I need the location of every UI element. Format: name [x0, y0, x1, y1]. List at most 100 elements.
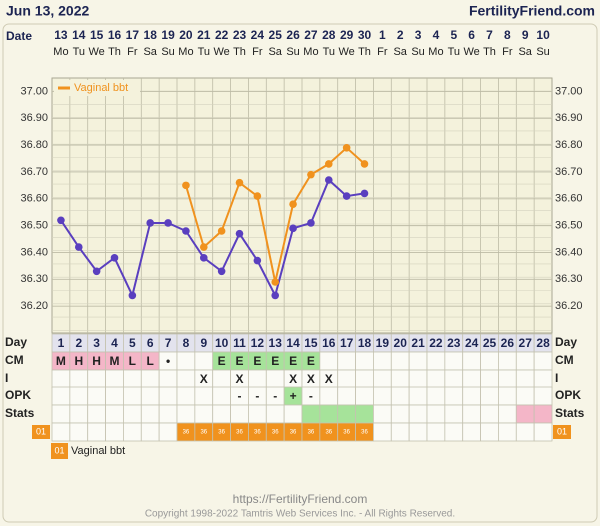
weekday-label: Mo	[53, 46, 68, 58]
cell-text: 36	[236, 430, 243, 436]
table-cell	[533, 369, 553, 389]
weekday-label: Su	[161, 46, 174, 58]
cell-text: 22	[429, 336, 443, 350]
table-cell	[408, 386, 428, 406]
data-point	[289, 224, 297, 233]
table-cell	[105, 369, 124, 389]
table-cell	[355, 369, 374, 389]
weekday-label: Sa	[268, 46, 282, 58]
date-label: 1	[379, 28, 386, 42]
table-cell	[480, 422, 499, 442]
frame	[2, 23, 598, 523]
table-cell	[140, 422, 160, 442]
key-badge	[51, 443, 68, 459]
table-cell	[51, 369, 71, 389]
table-cell	[158, 369, 178, 389]
table-cell	[426, 386, 446, 406]
data-point	[92, 267, 101, 276]
data-point	[182, 227, 190, 235]
y-tick-label: 37.00	[20, 85, 48, 97]
table-cell	[212, 404, 231, 424]
table-cell	[319, 351, 339, 371]
data-point	[146, 219, 155, 227]
weekday-label: Fr	[252, 46, 263, 58]
x-axis-label: Date	[6, 29, 32, 43]
table-cell	[498, 404, 517, 424]
y-tick-label: 36.80	[20, 139, 48, 151]
table-cell	[301, 404, 321, 424]
table-cell	[515, 422, 535, 442]
table-cell	[176, 386, 196, 406]
table-cell	[87, 386, 106, 406]
y2-tick-label: 36.30	[555, 273, 583, 285]
y2-tick-label: 36.70	[555, 166, 583, 178]
y2-tick-label: 36.80	[555, 139, 583, 151]
weekday-label: Mo	[303, 46, 318, 58]
table-cell	[444, 369, 464, 389]
cell-text: E	[307, 354, 315, 368]
table-cell	[462, 351, 481, 371]
cell-text: L	[147, 354, 154, 368]
table-cell	[69, 369, 89, 389]
row-badge	[32, 425, 50, 439]
table-cell	[480, 351, 499, 371]
row-label-right: Day	[555, 335, 577, 349]
table-cell	[319, 386, 339, 406]
table-cell	[105, 386, 124, 406]
table-cell	[426, 404, 446, 424]
data-point	[217, 227, 226, 235]
cell-text: 36	[325, 430, 332, 436]
table-cell	[373, 404, 392, 424]
row-label: Day	[5, 335, 27, 349]
table-cell	[212, 386, 231, 406]
data-point	[199, 254, 208, 262]
cell-text: 36	[200, 430, 207, 436]
cell-text: 36	[361, 430, 368, 436]
weekday-label: Mo	[178, 46, 193, 58]
cell-text: E	[253, 354, 261, 368]
cell-text: 11	[233, 336, 246, 350]
cell-text: M	[56, 354, 66, 368]
table-cell	[212, 369, 231, 389]
table-cell	[408, 422, 428, 442]
cell-text: 18	[358, 336, 372, 350]
date-label: 21	[197, 28, 211, 42]
table-cell	[390, 422, 410, 442]
cell-text: -	[273, 389, 277, 403]
table-cell	[87, 369, 106, 389]
data-point	[110, 254, 119, 262]
chart-date: Jun 13, 2022	[6, 3, 89, 19]
cell-text: -	[309, 389, 313, 403]
weekday-label: Tu	[198, 46, 210, 58]
date-label: 28	[322, 28, 336, 42]
table-cell	[426, 422, 446, 442]
table-cell	[390, 386, 410, 406]
table-cell	[123, 404, 142, 424]
cell-text: -	[255, 389, 259, 403]
cell-text: H	[92, 354, 101, 368]
cell-text: L	[129, 354, 136, 368]
table-cell	[319, 404, 339, 424]
table-cell	[337, 386, 356, 406]
weekday-label: Su	[411, 46, 424, 58]
weekday-label: Th	[483, 46, 496, 58]
y-tick-label: 36.40	[20, 246, 48, 258]
date-label: 20	[179, 28, 193, 42]
cell-text: 20	[394, 336, 408, 350]
table-cell	[390, 369, 410, 389]
cell-text: 21	[411, 336, 425, 350]
legend-background	[54, 80, 140, 96]
date-label: 2	[397, 28, 404, 42]
weekday-label: We	[88, 46, 104, 58]
table-cell	[373, 351, 392, 371]
date-label: 24	[251, 28, 265, 42]
cell-text: 12	[251, 336, 265, 350]
table-cell	[408, 369, 428, 389]
date-label: 23	[233, 28, 247, 42]
date-label: 29	[340, 28, 354, 42]
date-label: 30	[358, 28, 372, 42]
cell-text: 1	[58, 336, 65, 350]
row-badge-text: 01	[557, 426, 567, 436]
table-cell	[426, 351, 446, 371]
